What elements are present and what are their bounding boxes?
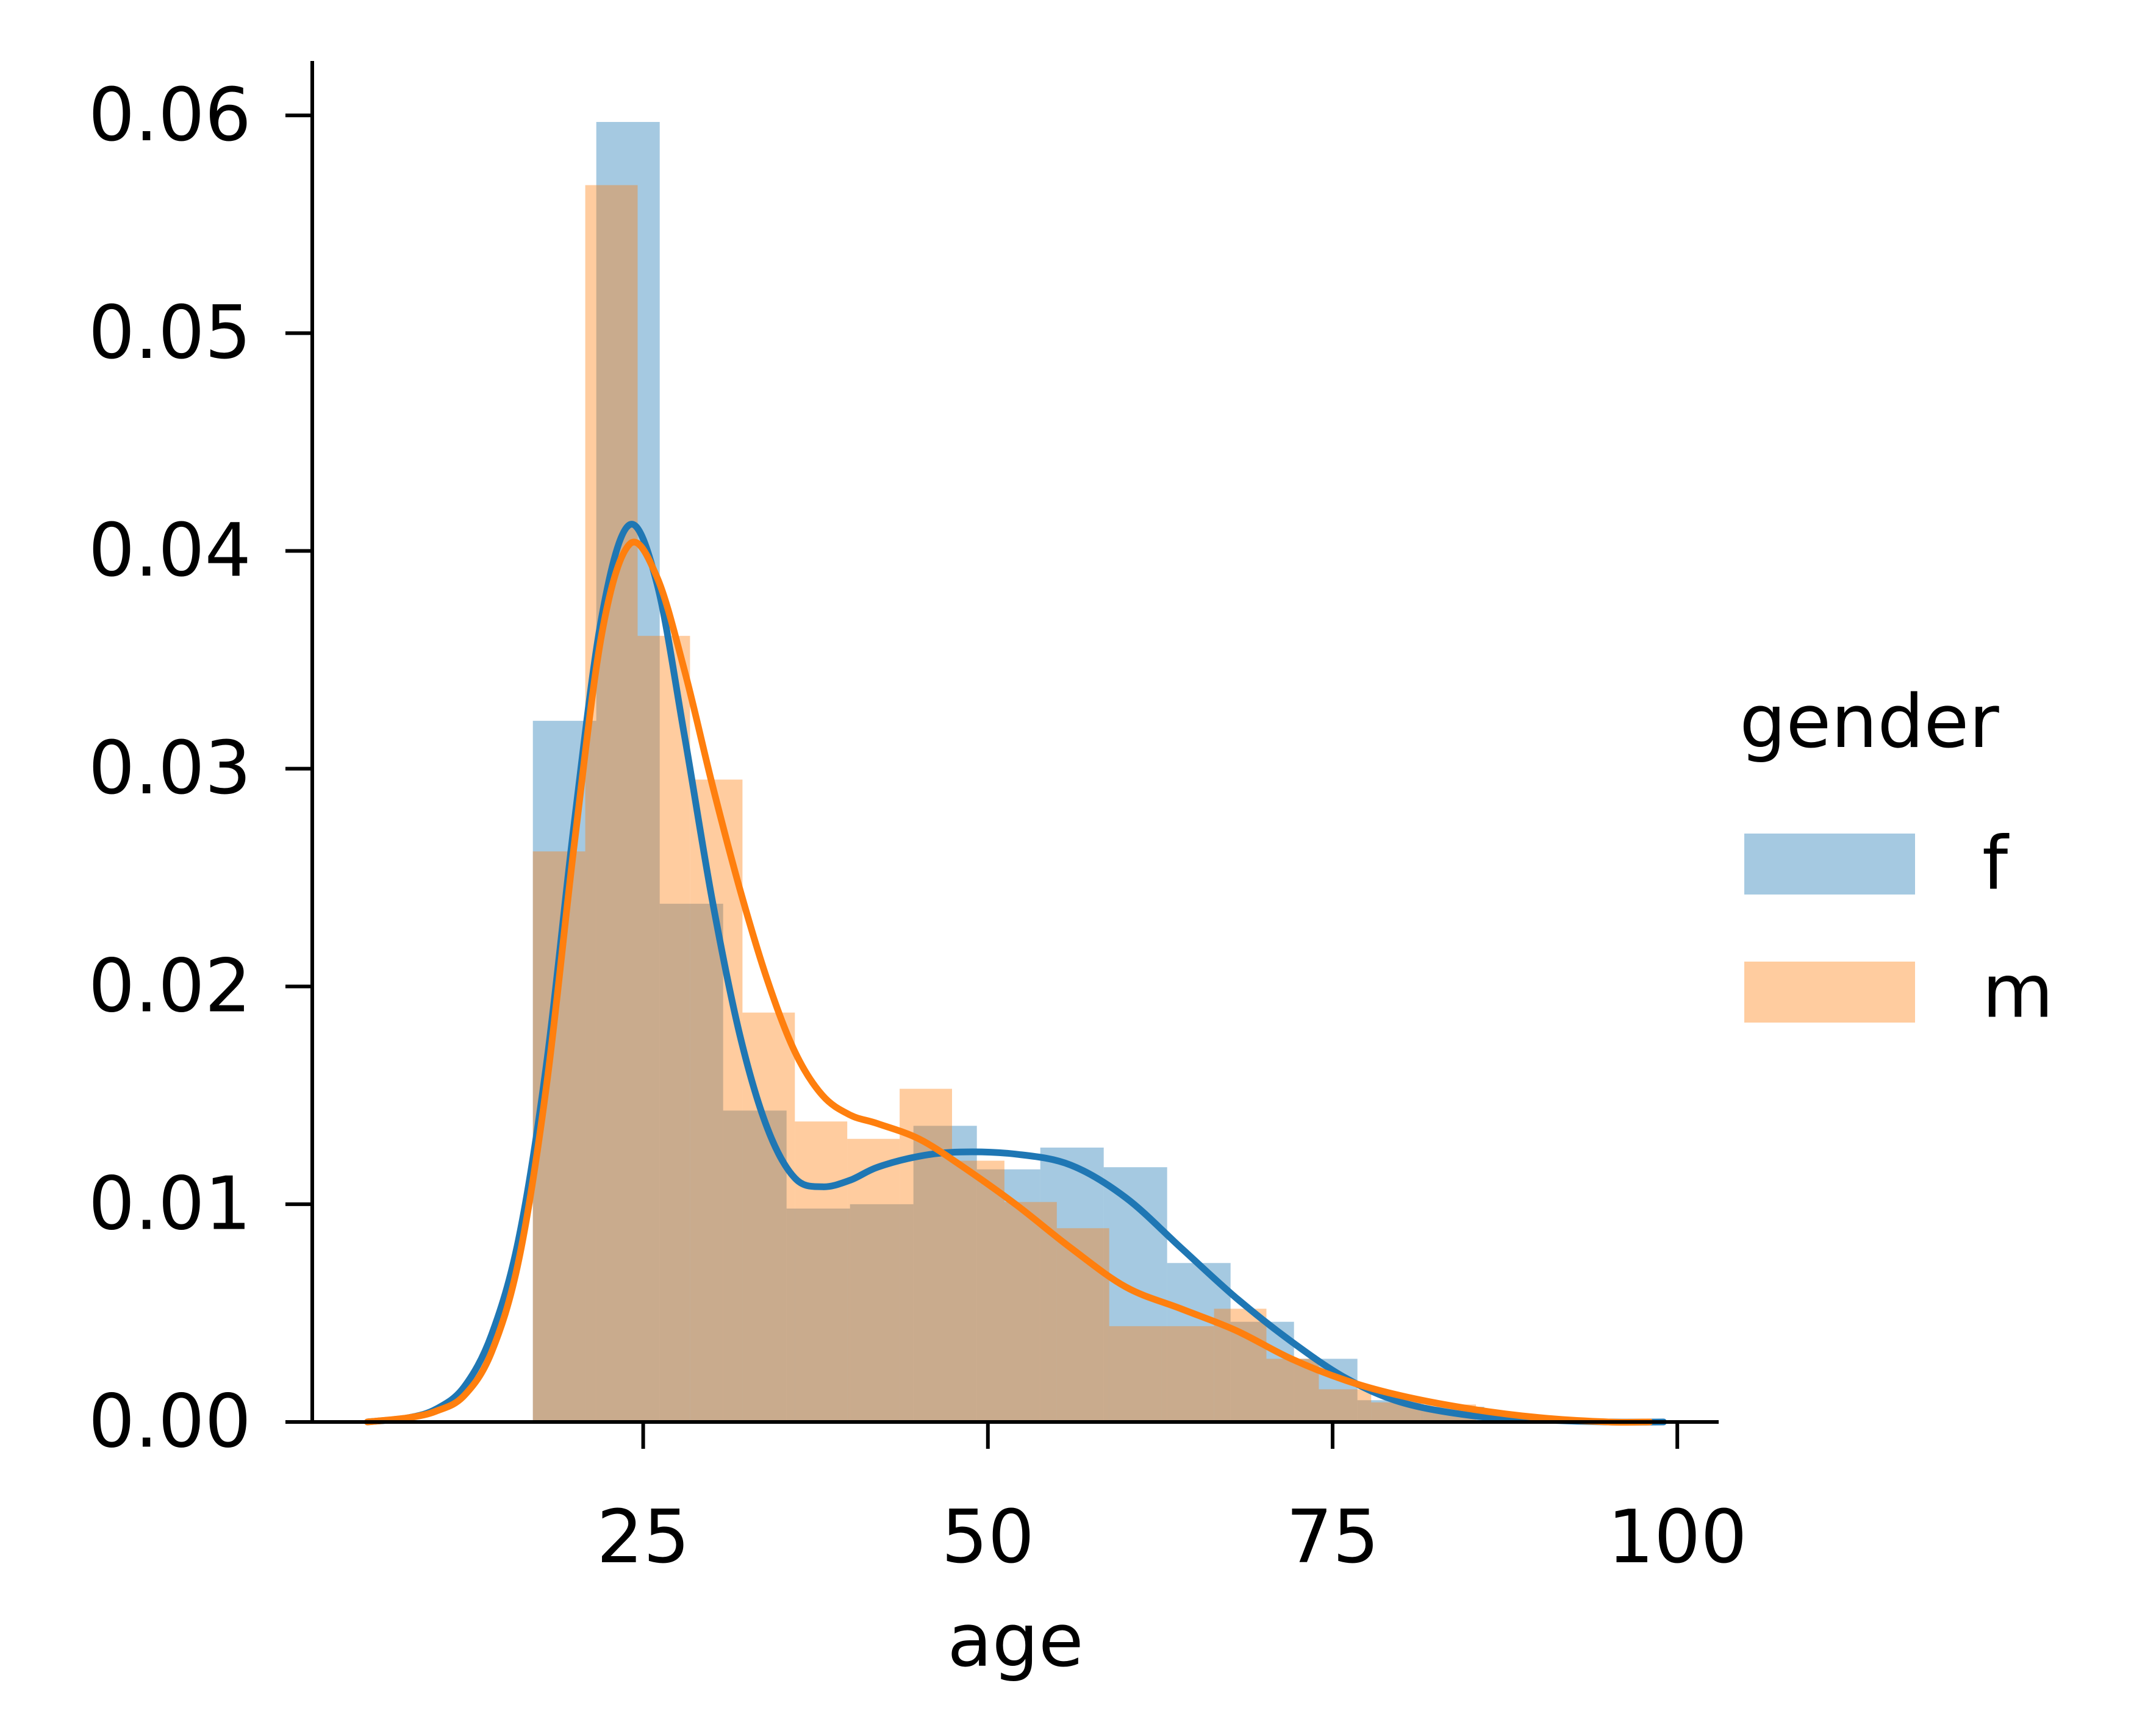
hist-bar-f-8 bbox=[1040, 1148, 1104, 1422]
x-tick-label: 25 bbox=[596, 1495, 690, 1580]
hist-bar-f-1 bbox=[596, 122, 660, 1422]
histogram-layer bbox=[532, 122, 1484, 1423]
y-tick-label: 0.06 bbox=[88, 73, 251, 158]
hist-bar-f-5 bbox=[850, 1204, 914, 1422]
legend-label-f: f bbox=[1982, 822, 2010, 907]
hist-bar-f-6 bbox=[913, 1126, 977, 1422]
legend-title: gender bbox=[1739, 680, 1999, 765]
hist-bar-m-12 bbox=[1161, 1326, 1214, 1422]
hist-bar-m-11 bbox=[1109, 1326, 1162, 1422]
axes: 0.00 0.01 0.02 0.03 0.04 0.05 0.06 25 50 75 100 age bbox=[88, 61, 1747, 1684]
legend-swatch-m bbox=[1744, 962, 1915, 1023]
x-tick-label: 50 bbox=[941, 1495, 1034, 1580]
hist-bar-f-10 bbox=[1167, 1263, 1231, 1422]
hist-bar-f-3 bbox=[723, 1110, 787, 1422]
y-tick-label: 0.03 bbox=[88, 726, 251, 811]
legend-swatch-f bbox=[1744, 834, 1915, 895]
hist-bar-m-1 bbox=[585, 185, 638, 1423]
y-tick-label: 0.01 bbox=[88, 1162, 251, 1246]
hist-bar-f-2 bbox=[659, 904, 723, 1422]
legend-label-m: m bbox=[1982, 950, 2053, 1035]
hist-bar-m-9 bbox=[1004, 1202, 1057, 1422]
hist-bar-m-3 bbox=[690, 779, 743, 1422]
histogram-series-m bbox=[532, 185, 1477, 1423]
hist-bar-m-5 bbox=[795, 1121, 848, 1422]
x-tick-label: 100 bbox=[1608, 1495, 1747, 1580]
legend: gender fm bbox=[1739, 680, 2053, 1035]
x-axis-label: age bbox=[947, 1599, 1084, 1684]
hist-bar-m-8 bbox=[952, 1160, 1004, 1422]
hist-bar-m-2 bbox=[637, 635, 690, 1422]
y-tick-label: 0.05 bbox=[88, 291, 251, 376]
hist-bar-m-15 bbox=[1319, 1389, 1372, 1422]
y-tick-label: 0.00 bbox=[88, 1380, 251, 1465]
kde-line-m bbox=[363, 538, 1653, 1426]
y-tick-label: 0.02 bbox=[88, 944, 251, 1029]
kde-layer bbox=[363, 521, 1667, 1426]
x-tick-label: 75 bbox=[1286, 1495, 1380, 1580]
y-tick-label: 0.04 bbox=[88, 509, 251, 593]
hist-bar-m-6 bbox=[847, 1138, 900, 1422]
hist-bar-f-4 bbox=[786, 1209, 850, 1422]
histogram-series-f bbox=[532, 122, 1484, 1422]
